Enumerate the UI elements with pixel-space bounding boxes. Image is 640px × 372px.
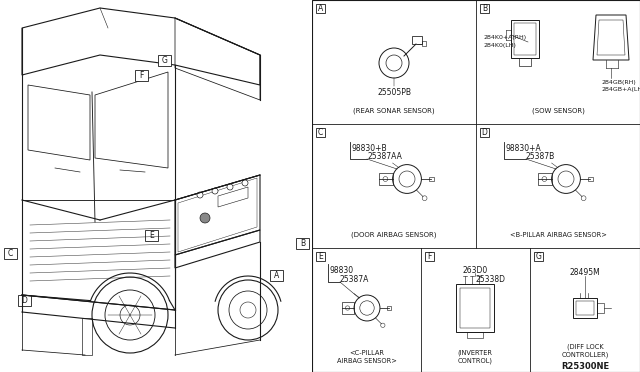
Text: <C-PILLAR: <C-PILLAR xyxy=(349,350,385,356)
Bar xyxy=(270,270,283,281)
Bar xyxy=(588,177,593,182)
Text: <B-PILLAR AIRBAG SENSOR>: <B-PILLAR AIRBAG SENSOR> xyxy=(509,232,607,238)
Text: B: B xyxy=(300,239,305,248)
Text: (DIFF LOCK: (DIFF LOCK xyxy=(566,344,604,350)
Text: 25387A: 25387A xyxy=(340,275,369,284)
Bar xyxy=(576,301,594,315)
Text: 284K0+A(RH): 284K0+A(RH) xyxy=(484,35,527,41)
Bar xyxy=(425,252,434,261)
Text: R25300NE: R25300NE xyxy=(561,362,609,371)
Bar xyxy=(316,4,325,13)
Bar xyxy=(511,20,539,58)
Text: F: F xyxy=(428,252,432,261)
Circle shape xyxy=(212,188,218,194)
Bar xyxy=(18,295,31,306)
Text: (DOOR AIRBAG SENSOR): (DOOR AIRBAG SENSOR) xyxy=(351,232,436,238)
Bar xyxy=(316,252,325,261)
Bar xyxy=(312,0,640,372)
Text: F: F xyxy=(140,71,144,80)
Bar xyxy=(158,55,171,66)
Text: C: C xyxy=(8,249,13,258)
Text: (REAR SONAR SENSOR): (REAR SONAR SENSOR) xyxy=(353,108,435,115)
Text: G: G xyxy=(161,56,168,65)
Bar xyxy=(597,303,604,313)
Text: E: E xyxy=(149,231,154,240)
Bar xyxy=(412,36,422,44)
Circle shape xyxy=(197,192,203,198)
Bar xyxy=(456,284,494,332)
Circle shape xyxy=(227,184,233,190)
Text: 98830+A: 98830+A xyxy=(506,144,541,153)
Text: E: E xyxy=(318,252,323,261)
Bar xyxy=(480,128,489,137)
Text: 284GB+A(LH): 284GB+A(LH) xyxy=(601,87,640,92)
Text: (SOW SENSOR): (SOW SENSOR) xyxy=(532,108,584,115)
Bar xyxy=(296,238,309,249)
Text: D: D xyxy=(22,296,28,305)
Text: CONTROLLER): CONTROLLER) xyxy=(561,352,609,359)
Text: B: B xyxy=(482,4,487,13)
Circle shape xyxy=(200,213,210,223)
Bar xyxy=(514,23,536,55)
Bar xyxy=(342,302,354,314)
Text: 284GB(RH): 284GB(RH) xyxy=(601,80,636,85)
Bar xyxy=(534,252,543,261)
Text: 98830+B: 98830+B xyxy=(352,144,388,153)
Text: A: A xyxy=(274,271,279,280)
Text: AIRBAG SENSOR>: AIRBAG SENSOR> xyxy=(337,358,397,364)
Text: G: G xyxy=(536,252,541,261)
Circle shape xyxy=(242,180,248,186)
Text: 25387B: 25387B xyxy=(526,152,556,161)
Bar xyxy=(422,41,426,46)
Bar xyxy=(145,230,158,241)
Bar xyxy=(480,4,489,13)
Text: A: A xyxy=(318,4,323,13)
Text: 25387AA: 25387AA xyxy=(367,152,402,161)
Bar xyxy=(0,0,312,372)
Bar xyxy=(519,58,531,66)
Text: 25505PB: 25505PB xyxy=(377,88,411,97)
Text: 28495M: 28495M xyxy=(570,268,600,277)
Bar xyxy=(573,298,597,318)
Text: 25338D: 25338D xyxy=(475,275,505,284)
Bar xyxy=(467,332,483,338)
Text: C: C xyxy=(318,128,323,137)
Bar xyxy=(429,177,434,182)
Text: 263D0: 263D0 xyxy=(462,266,488,275)
Bar xyxy=(387,306,392,310)
Text: CONTROL): CONTROL) xyxy=(458,358,493,365)
Bar xyxy=(4,248,17,259)
Bar xyxy=(460,288,490,328)
Bar xyxy=(316,128,325,137)
Text: 284K0(LH): 284K0(LH) xyxy=(484,44,517,48)
Text: 98830: 98830 xyxy=(330,266,354,275)
Text: D: D xyxy=(481,128,488,137)
Bar xyxy=(538,173,552,185)
Bar xyxy=(135,70,148,81)
Bar xyxy=(379,173,392,185)
Text: (INVERTER: (INVERTER xyxy=(458,350,493,356)
